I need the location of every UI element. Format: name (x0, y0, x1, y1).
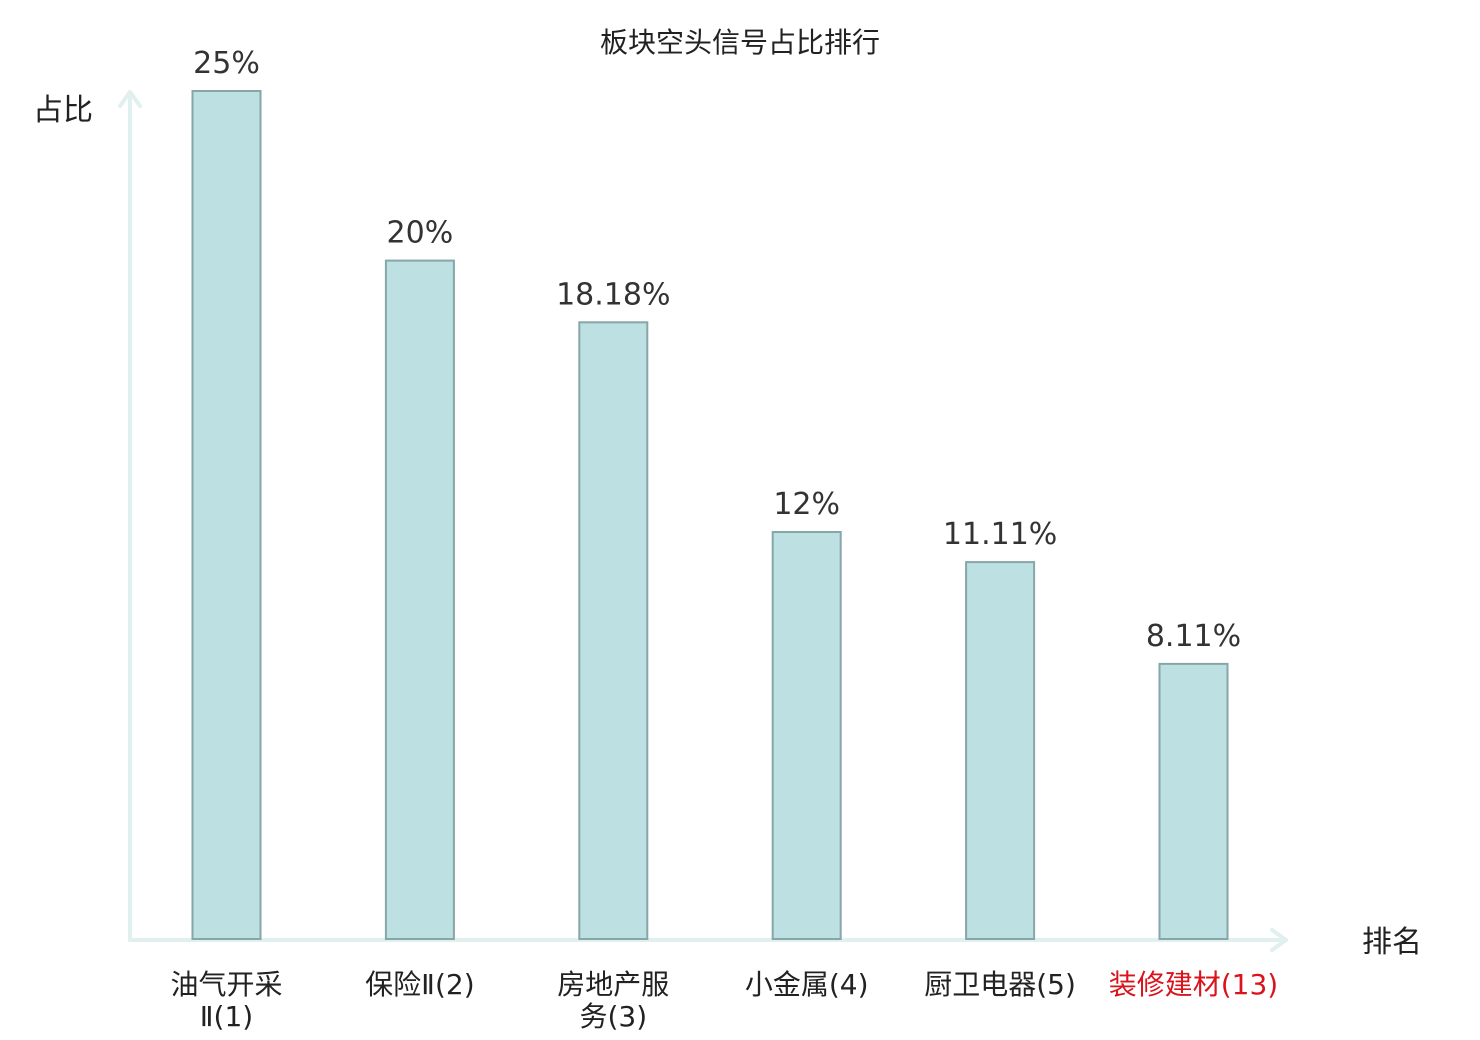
x-tick-label-line: 房地产服 (557, 968, 669, 1001)
bar-value-label: 11.11% (943, 517, 1057, 552)
x-tick-label-line: 油气开采 (170, 968, 282, 1001)
bar (965, 561, 1036, 940)
bar (1158, 662, 1229, 941)
x-tick-label: 房地产服务(3) (557, 968, 669, 1033)
x-tick-label-line: Ⅱ(1) (200, 1000, 253, 1033)
x-tick-label: 装修建材(13) (1109, 968, 1278, 1001)
bar (191, 90, 262, 940)
x-axis-arrow (1270, 928, 1288, 952)
x-tick-label: 厨卫电器(5) (924, 968, 1076, 1001)
x-tick-label: 小金属(4) (745, 968, 869, 1001)
chart-title: 板块空头信号占比排行 (600, 26, 880, 59)
x-tick-label: 保险Ⅱ(2) (365, 968, 474, 1001)
x-tick-label: 油气开采 Ⅱ(1) (170, 968, 282, 1033)
bars-group (191, 90, 1229, 941)
bar-value-label: 8.11% (1146, 619, 1241, 654)
x-tick-label-line: 装修建材(13) (1109, 968, 1278, 1001)
bar-value-label: 20% (387, 216, 454, 251)
bar (384, 259, 455, 941)
x-tick-label-line: 厨卫电器(5) (924, 968, 1076, 1001)
x-tick-label-line: 保险Ⅱ(2) (365, 968, 474, 1001)
category-labels-group: 油气开采 Ⅱ(1) 保险Ⅱ(2) 房地产服务(3) 小金属(4) 厨卫电器(5) 装修建材(… (170, 968, 1278, 1033)
value-labels-group: 25% 20% 18.18% 12% 11.11% 8.11% (193, 46, 1241, 654)
y-axis-label: 占比 (33, 93, 93, 128)
x-tick-label-line: 务(3) (579, 1000, 647, 1033)
bar-value-label: 25% (193, 46, 260, 81)
bar (578, 321, 649, 940)
x-axis-label: 排名 (1362, 925, 1422, 960)
bar (771, 531, 842, 940)
y-axis-arrow (118, 90, 142, 108)
x-tick-label-line: 小金属(4) (745, 968, 869, 1001)
bar-value-label: 12% (773, 487, 840, 522)
bar-value-label: 18.18% (556, 277, 670, 312)
